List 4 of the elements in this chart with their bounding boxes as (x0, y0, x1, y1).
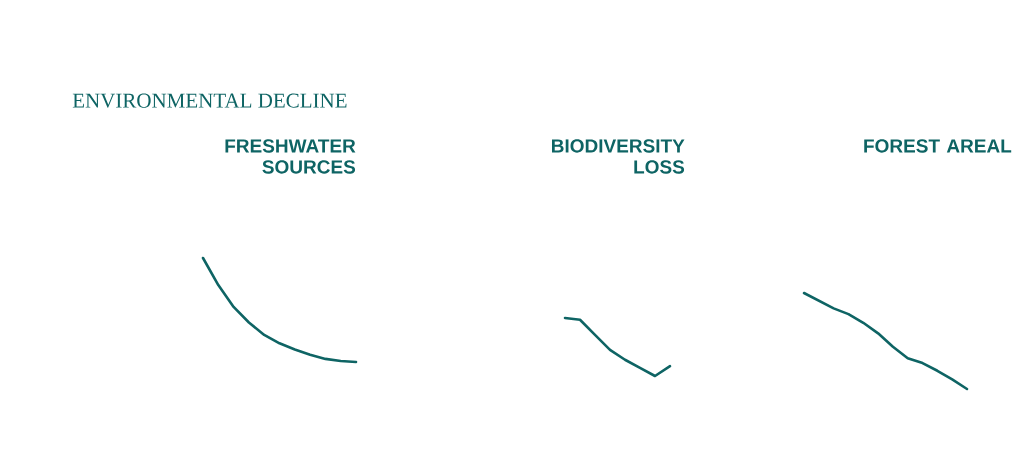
chart-title: BIODIVERSITY LOSS (552, 139, 685, 174)
chart-title: FRESHWATER SOURCES (225, 139, 356, 174)
chart-title: FOREST AREAL (864, 139, 1012, 153)
text: ENVIRONMENTAL DECLINE (72, 93, 347, 108)
